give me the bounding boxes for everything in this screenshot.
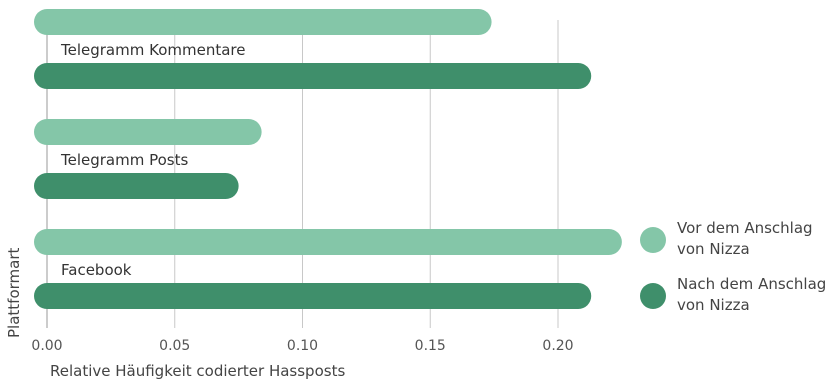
legend-label: von Nizza xyxy=(677,296,750,314)
legend-swatch-before xyxy=(640,227,666,253)
bar-after-2 xyxy=(34,283,592,309)
category-label: Telegramm Posts xyxy=(60,151,188,169)
bar-before-1 xyxy=(34,119,262,145)
bar-before-2 xyxy=(34,229,622,255)
x-tick-label: 0.20 xyxy=(542,338,573,354)
legend-label: von Nizza xyxy=(677,240,750,258)
y-axis-title: Plattformart xyxy=(5,248,23,338)
x-tick-label: 0.05 xyxy=(159,338,190,354)
category-label: Telegramm Kommentare xyxy=(60,41,245,59)
legend-label: Vor dem Anschlag xyxy=(677,219,813,237)
bar-after-0 xyxy=(34,63,592,89)
x-tick-labels: 0.00 0.05 0.10 0.15 0.20 xyxy=(31,338,573,354)
x-tick-label: 0.10 xyxy=(287,338,318,354)
x-axis-title: Relative Häufigkeit codierter Hassposts xyxy=(50,362,345,380)
bar-after-1 xyxy=(34,173,239,199)
legend-swatch-after xyxy=(640,283,666,309)
bar-before-0 xyxy=(34,9,492,35)
x-tick-label: 0.00 xyxy=(31,338,62,354)
legend-label: Nach dem Anschlag xyxy=(677,275,826,293)
x-tick-label: 0.15 xyxy=(415,338,446,354)
category-labels: Telegramm Kommentare Telegramm Posts Faceb… xyxy=(60,41,245,279)
legend: Vor dem Anschlag von Nizza Nach dem Anschl… xyxy=(640,219,826,314)
category-label: Facebook xyxy=(61,261,132,279)
bars xyxy=(34,9,622,309)
